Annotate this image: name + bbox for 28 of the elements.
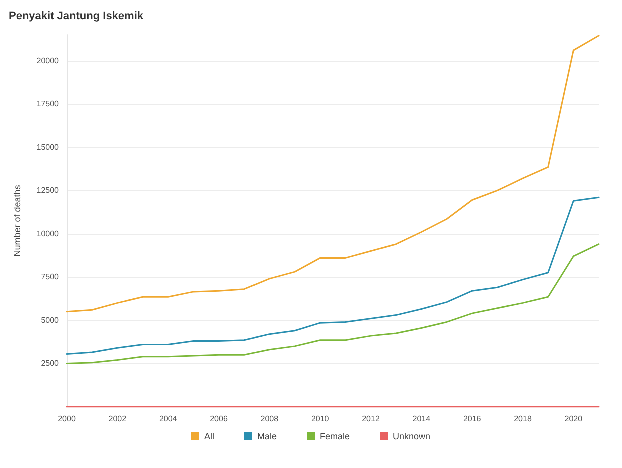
- y-tick-label: 15000: [36, 142, 60, 152]
- line-series: [66, 244, 600, 364]
- x-tick-label: 2004: [159, 414, 178, 424]
- legend-label: Female: [320, 432, 350, 442]
- x-tick-label: 2002: [108, 414, 128, 424]
- y-axis-title: Number of deaths: [12, 184, 22, 257]
- y-tick-label: 17500: [36, 100, 60, 109]
- legend-label: Unknown: [393, 432, 431, 442]
- y-tick-label: 12500: [36, 186, 60, 196]
- line-series: [66, 35, 600, 313]
- y-tick-label: 20000: [36, 56, 60, 66]
- x-tick-label: 2008: [260, 414, 280, 424]
- line-series: [66, 196, 600, 355]
- legend-label: Male: [257, 432, 277, 442]
- x-tick-label: 2014: [412, 414, 432, 424]
- y-tick-label: 7500: [41, 272, 60, 282]
- x-tick-label: 2000: [58, 414, 76, 424]
- y-tick-label: 5000: [41, 316, 60, 325]
- x-tick-label: 2016: [463, 414, 482, 424]
- chart-title: Penyakit Jantung Iskemik: [9, 10, 144, 22]
- x-tick-label: 2010: [311, 414, 330, 424]
- x-tick-label: 2020: [564, 414, 584, 424]
- x-tick-label: 2018: [514, 414, 532, 424]
- x-tick-label: 2006: [210, 414, 228, 424]
- x-tick-label: 2012: [362, 414, 380, 424]
- legend-label: All: [204, 432, 214, 442]
- y-tick-label: 10000: [36, 229, 60, 238]
- y-tick-label: 2500: [41, 359, 60, 368]
